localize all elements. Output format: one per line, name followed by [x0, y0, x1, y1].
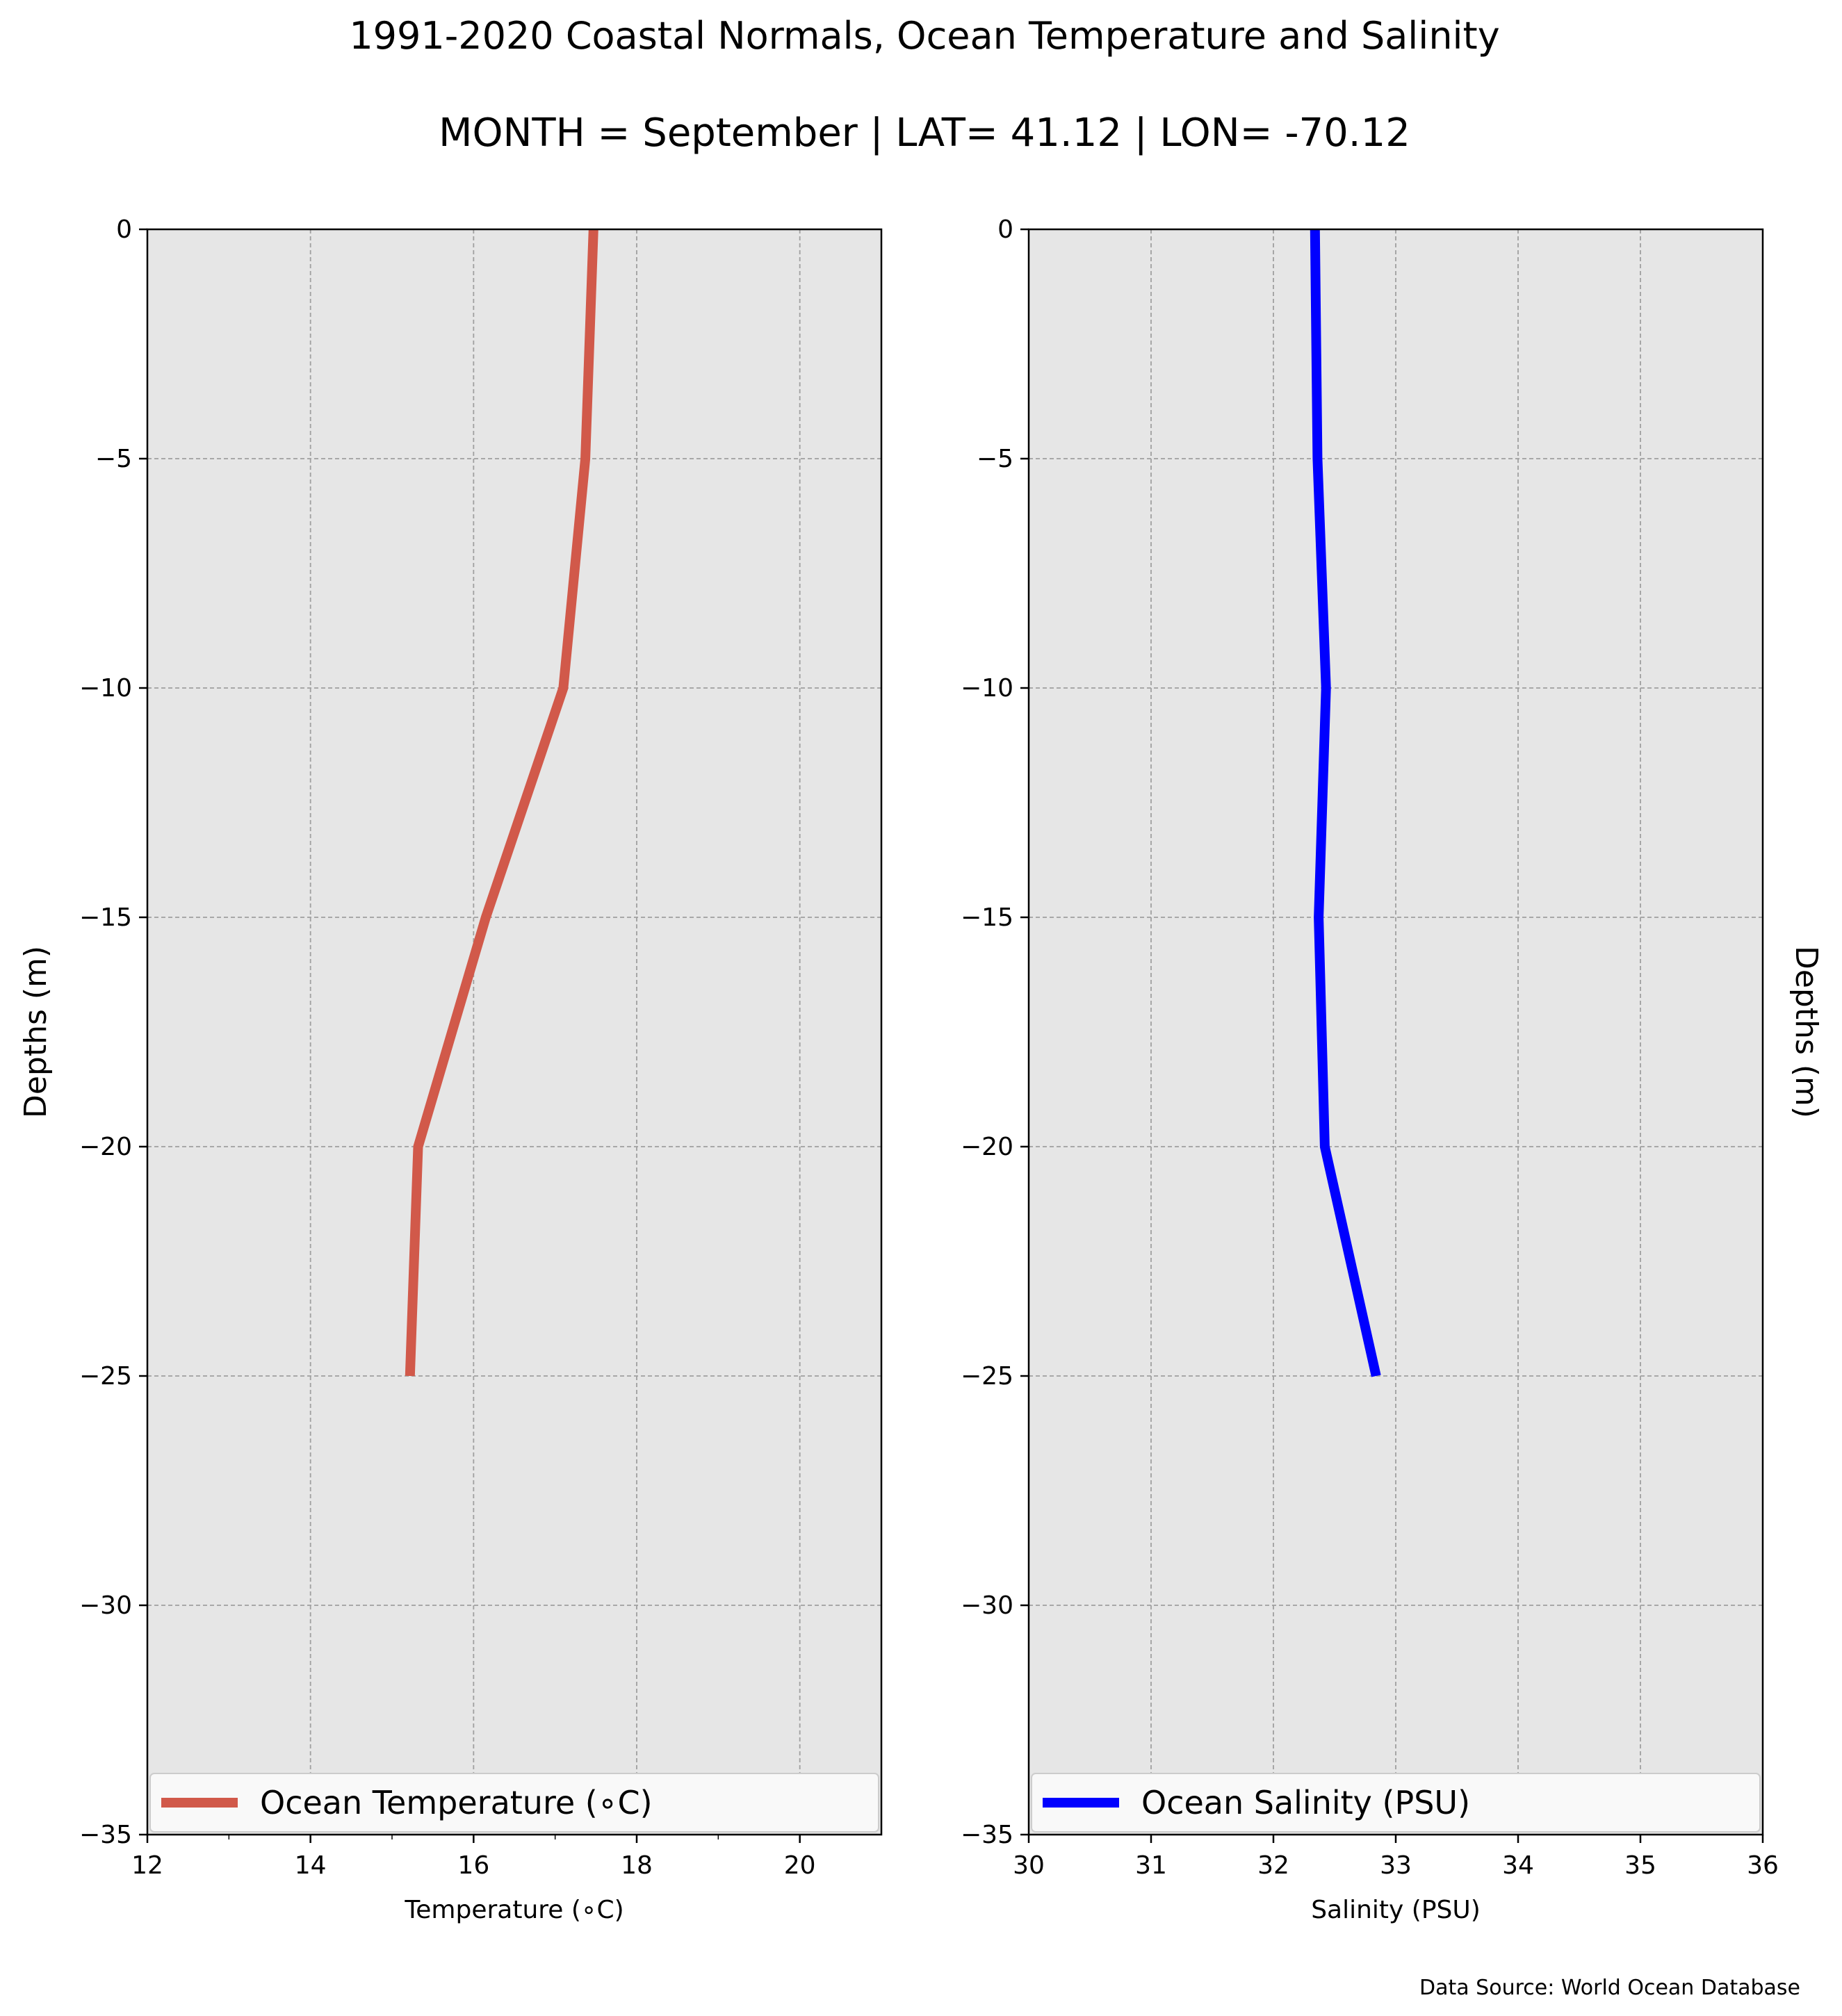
salinity-x-tick-label: 34 — [1502, 1851, 1534, 1880]
salinity-legend: Ocean Salinity (PSU) — [1031, 1773, 1761, 1833]
salinity-y-tick-label: −5 — [977, 445, 1013, 473]
salinity-x-tick-label: 36 — [1747, 1851, 1779, 1880]
salinity-legend-label: Ocean Salinity (PSU) — [1141, 1784, 1470, 1821]
temperature-x-tick-label: 18 — [621, 1851, 653, 1880]
temperature-series-line — [405, 229, 598, 1377]
salinity-y-tick-label: 0 — [997, 215, 1013, 244]
temperature-y-axis-label: Depths (m) — [18, 946, 54, 1118]
temperature-legend-label: Ocean Temperature (∘C) — [260, 1784, 653, 1821]
temperature-plot-area — [147, 229, 881, 1835]
salinity-x-axis-label: Salinity (PSU) — [1311, 1896, 1481, 1924]
temperature-y-tick-label: −5 — [95, 445, 132, 473]
salinity-x-tick-label: 32 — [1257, 1851, 1289, 1880]
temperature-x-tick-label: 14 — [295, 1851, 327, 1880]
salinity-x-tick-label: 33 — [1380, 1851, 1412, 1880]
salinity-y-tick-label: −35 — [961, 1821, 1013, 1849]
temperature-y-tick-label: −25 — [79, 1362, 132, 1391]
salinity-x-tick-label: 31 — [1135, 1851, 1167, 1880]
temperature-y-tick-label: −30 — [79, 1591, 132, 1620]
temperature-axes-frame — [146, 228, 883, 1836]
temperature-x-axis-label: Temperature (∘C) — [404, 1896, 623, 1924]
salinity-y-tick-label: −25 — [961, 1362, 1013, 1391]
temperature-y-tick-label: −35 — [79, 1821, 132, 1849]
temperature-y-tick-label: −15 — [79, 903, 132, 932]
temperature-x-tick-label: 16 — [457, 1851, 489, 1880]
figure-subtitle: MONTH = September | LAT= 41.12 | LON= -7… — [439, 110, 1410, 156]
salinity-legend-box — [1031, 1773, 1761, 1833]
temperature-x-tick-label: 12 — [131, 1851, 163, 1880]
figure-title: 1991-2020 Coastal Normals, Ocean Tempera… — [349, 14, 1499, 58]
salinity-y-tick-label: −15 — [961, 903, 1013, 932]
salinity-y-tick-label: −30 — [961, 1591, 1013, 1620]
temperature-y-tick-label: 0 — [116, 215, 132, 244]
salinity-y-tick-label: −20 — [961, 1133, 1013, 1161]
salinity-x-tick-label: 30 — [1013, 1851, 1045, 1880]
salinity-x-tick-label: 35 — [1624, 1851, 1656, 1880]
data-source-note: Data Source: World Ocean Database — [1419, 1976, 1800, 2000]
temperature-legend-box — [149, 1773, 879, 1833]
temperature-panel: 12 14 16 18 20 0 −5 −10 −15 −20 −25 −30 −35 Temperatu… — [18, 215, 883, 1924]
salinity-series-line — [1310, 229, 1381, 1377]
salinity-y-tick-label: −10 — [961, 674, 1013, 703]
temperature-x-tick-label: 20 — [784, 1851, 816, 1880]
temperature-y-tick-label: −10 — [79, 674, 132, 703]
temperature-legend: Ocean Temperature (∘C) — [149, 1773, 879, 1833]
salinity-y-axis-label: Depths (m) — [1788, 946, 1824, 1118]
temperature-y-tick-label: −20 — [79, 1133, 132, 1161]
salinity-panel: 30 31 32 33 34 35 36 0 −5 −10 −15 −20 −25 −30 −35 Salin… — [961, 215, 1824, 1924]
